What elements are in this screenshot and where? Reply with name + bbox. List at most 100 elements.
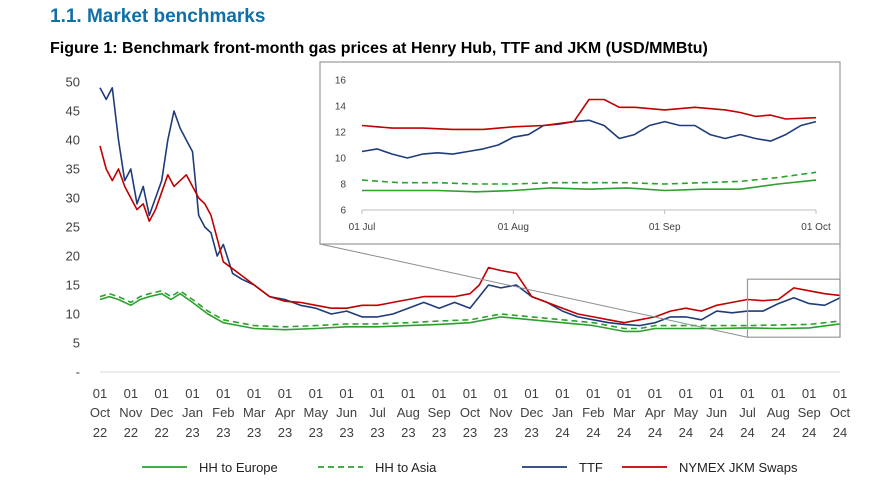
x-tick-label-month: Nov xyxy=(489,405,513,420)
x-tick-label-month: Jan xyxy=(182,405,203,420)
x-tick-label-day: 01 xyxy=(586,386,600,401)
x-tick-label-month: Oct xyxy=(460,405,481,420)
x-tick-label-year: 24 xyxy=(648,425,662,440)
x-tick-label-day: 01 xyxy=(124,386,138,401)
x-tick-label-month: Jun xyxy=(706,405,727,420)
x-tick-label-day: 01 xyxy=(802,386,816,401)
x-tick-label-day: 01 xyxy=(216,386,230,401)
main-series-ttf xyxy=(99,87,841,327)
x-tick-label-year: 22 xyxy=(124,425,138,440)
x-tick-label-month: May xyxy=(304,405,329,420)
figure-title: Figure 1: Benchmark front-month gas pric… xyxy=(50,40,708,57)
x-tick-label-year: 24 xyxy=(679,425,693,440)
x-tick-label-year: 23 xyxy=(247,425,261,440)
legend-item: NYMEX JKM Swaps xyxy=(622,460,798,475)
x-tick-label-month: Feb xyxy=(582,405,604,420)
x-tick-label-day: 01 xyxy=(740,386,754,401)
x-tick-label-month: Mar xyxy=(613,405,636,420)
x-tick-label-month: Sep xyxy=(798,405,821,420)
y-tick-label: 10 xyxy=(66,307,80,322)
x-tick-label-day: 01 xyxy=(154,386,168,401)
x-tick-label-year: 23 xyxy=(278,425,292,440)
x-tick-label-month: Dec xyxy=(150,405,174,420)
inset-y-tick-label: 14 xyxy=(335,102,347,113)
x-tick-label-day: 01 xyxy=(555,386,569,401)
x-tick-label-day: 01 xyxy=(93,386,107,401)
x-tick-label-day: 01 xyxy=(679,386,693,401)
x-tick-label-year: 24 xyxy=(833,425,847,440)
x-tick-label-year: 24 xyxy=(740,425,754,440)
y-tick-label: - xyxy=(76,365,80,380)
x-tick-label-month: Jun xyxy=(336,405,357,420)
x-tick-label-day: 01 xyxy=(709,386,723,401)
section-title: 1.1. Market benchmarks xyxy=(50,6,266,27)
x-tick-label-day: 01 xyxy=(833,386,847,401)
x-tick-label-year: 22 xyxy=(93,425,107,440)
x-tick-label-year: 24 xyxy=(617,425,631,440)
y-tick-label: 40 xyxy=(66,133,80,148)
x-tick-label-day: 01 xyxy=(494,386,508,401)
x-tick-label-month: Mar xyxy=(243,405,266,420)
main-plot-lines xyxy=(99,87,841,333)
x-tick-label-month: Jul xyxy=(369,405,386,420)
x-tick-label-year: 24 xyxy=(586,425,600,440)
x-tick-label-day: 01 xyxy=(648,386,662,401)
y-tick-label: 20 xyxy=(66,249,80,264)
legend-label: NYMEX JKM Swaps xyxy=(679,460,798,475)
x-tick-label-day: 01 xyxy=(524,386,538,401)
main-series-hh-to-europe xyxy=(99,292,841,333)
x-tick-label-day: 01 xyxy=(370,386,384,401)
legend-item: TTF xyxy=(522,460,603,475)
x-tick-label-month: Aug xyxy=(767,405,790,420)
x-tick-label-month: Feb xyxy=(212,405,234,420)
x-tick-label-day: 01 xyxy=(278,386,292,401)
legend-label: HH to Asia xyxy=(375,460,437,475)
legend-item: HH to Asia xyxy=(318,460,437,475)
x-tick-label-month: Apr xyxy=(645,405,666,420)
x-tick-label-day: 01 xyxy=(432,386,446,401)
x-tick-label-month: Apr xyxy=(275,405,296,420)
y-tick-label: 15 xyxy=(66,278,80,293)
x-tick-label-month: Jul xyxy=(739,405,756,420)
y-tick-label: 35 xyxy=(66,162,80,177)
x-tick-label-month: Nov xyxy=(119,405,143,420)
x-tick-label-year: 23 xyxy=(339,425,353,440)
x-tick-label-year: 24 xyxy=(771,425,785,440)
x-tick-label-day: 01 xyxy=(247,386,261,401)
y-tick-label: 5 xyxy=(73,336,80,351)
x-tick-label-month: Jan xyxy=(552,405,573,420)
x-tick-label-year: 23 xyxy=(216,425,230,440)
x-tick-label-month: Dec xyxy=(520,405,544,420)
x-tick-label-year: 22 xyxy=(154,425,168,440)
legend-label: TTF xyxy=(579,460,603,475)
inset-series-ttf xyxy=(361,119,817,159)
inset-x-tick-label: 01 Oct xyxy=(801,222,831,233)
legend-item: HH to Europe xyxy=(142,460,278,475)
x-tick-label-month: Oct xyxy=(830,405,851,420)
y-tick-label: 50 xyxy=(66,75,80,90)
x-tick-label-year: 23 xyxy=(463,425,477,440)
x-tick-label-year: 23 xyxy=(370,425,384,440)
x-tick-label-year: 23 xyxy=(494,425,508,440)
inset-plot-lines xyxy=(361,98,817,193)
x-tick-label-month: Oct xyxy=(90,405,111,420)
inset-y-tick-label: 12 xyxy=(335,128,347,139)
x-tick-label-year: 23 xyxy=(309,425,323,440)
x-tick-label-month: May xyxy=(674,405,699,420)
y-tick-label: 45 xyxy=(66,104,80,119)
inset-x-tick-label: 01 Sep xyxy=(649,222,681,233)
x-tick-label-month: Aug xyxy=(397,405,420,420)
x-tick-label-day: 01 xyxy=(401,386,415,401)
x-tick-label-year: 24 xyxy=(802,425,816,440)
x-tick-label-month: Sep xyxy=(428,405,451,420)
x-tick-label-day: 01 xyxy=(339,386,353,401)
x-tick-label-day: 01 xyxy=(309,386,323,401)
inset-frame xyxy=(319,61,841,245)
inset-series-nymex-jkm-swaps xyxy=(361,98,817,131)
inset-x-tick-label: 01 Aug xyxy=(498,222,529,233)
main-series-nymex-jkm-swaps xyxy=(99,145,841,324)
inset-series-hh-to-asia xyxy=(361,171,817,185)
main-series-hh-to-asia xyxy=(99,290,841,330)
inset-y-tick-label: 8 xyxy=(340,180,346,191)
